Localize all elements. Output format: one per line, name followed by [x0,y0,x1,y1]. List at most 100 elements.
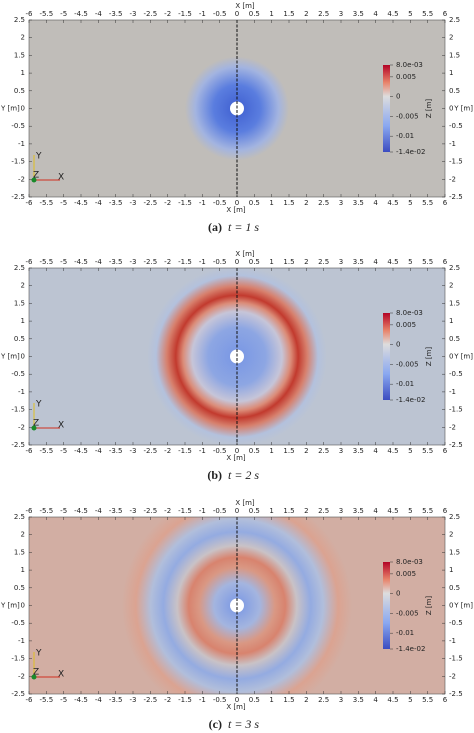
y-tick-label: 0.5 [449,87,460,95]
colorbar-tick-label: 0.005 [396,321,416,329]
y-tick-label: 0.5 [449,584,460,592]
x-tick-label: 5 [408,199,412,207]
colorbar [383,65,390,152]
x-tick-label: -4 [95,696,103,704]
y-tick-label: 1 [21,317,25,325]
x-tick-label: 4 [373,199,378,207]
y-tick-label: 2 [449,531,453,539]
y-tick-label: 0 [449,105,453,113]
x-axis-title: X [m] [226,703,246,711]
y-tick-label: -2.5 [11,441,25,449]
triad-label: X [58,173,64,183]
x-tick-label: 6 [443,10,448,18]
colorbar [383,562,390,649]
x-tick-label: -2.5 [143,507,157,515]
x-tick-label: -2.5 [143,447,157,455]
y-tick-label: 2 [449,282,453,290]
x-tick-label: 4 [373,507,378,515]
y-tick-label: -1 [449,637,456,645]
x-tick-label: -5 [60,447,67,455]
panel: -6 -6 -5.5 -5.5 -5 -5 -4.5 -4.5 -4 -4 -3.5 -3.5 -3 -3… [0,250,473,482]
y-tick-label: -1 [18,637,25,645]
x-axis-title: X [m] [235,499,255,507]
x-tick-label: 5.5 [422,507,433,515]
triad-origin [31,425,37,431]
x-tick-label: -3 [130,507,137,515]
colorbar-tick-label: -1.4e-02 [396,148,425,156]
x-tick-label: 3 [339,10,343,18]
colorbar-tick-label: 8.0e-03 [396,309,423,317]
x-tick-label: -5 [60,258,67,266]
triad-label: Y [35,152,42,162]
x-tick-label: 4 [373,258,378,266]
x-tick-label: -1 [199,10,206,18]
y-tick-label: -1 [18,388,25,396]
y-tick-label: 2 [21,34,25,42]
y-tick-label: 0.5 [14,335,25,343]
y-tick-label: 0.5 [14,87,25,95]
x-tick-label: 5 [408,507,412,515]
x-tick-label: -4 [95,10,103,18]
x-tick-label: 2.5 [318,258,329,266]
y-tick-label: 2.5 [14,16,25,24]
x-tick-label: 2 [304,447,308,455]
caption-label: (b) [207,468,222,482]
x-tick-label: -1 [199,447,206,455]
y-tick-label: 1 [449,69,453,77]
x-tick-label: -3 [130,10,137,18]
y-axis-title: Y [m] [453,105,473,113]
x-tick-label: 0 [235,696,239,704]
triad-label: Z [33,171,39,181]
x-tick-label: -3.5 [109,696,123,704]
y-tick-label: 2 [449,34,453,42]
y-tick-label: -2.5 [11,193,25,201]
y-tick-label: -1.5 [11,655,25,663]
x-tick-label: -4.5 [74,258,88,266]
x-tick-label: 5.5 [422,696,433,704]
x-tick-label: -3 [130,258,137,266]
x-tick-label: 2.5 [318,447,329,455]
x-tick-label: -1 [199,507,206,515]
x-tick-label: -1.5 [178,696,192,704]
x-tick-label: 2 [304,507,308,515]
x-tick-label: 6 [443,258,448,266]
y-axis-title: Y [m] [0,105,20,113]
x-tick-label: 3.5 [353,258,364,266]
y-tick-label: 0.5 [449,335,460,343]
x-tick-label: 3 [339,199,343,207]
x-tick-label: -1.5 [178,10,192,18]
x-tick-label: -4.5 [74,507,88,515]
triad-label: Y [35,649,42,659]
x-tick-label: -4 [95,199,103,207]
x-tick-label: 2 [304,199,308,207]
x-tick-label: 3 [339,447,343,455]
x-tick-label: 5 [408,258,412,266]
x-tick-label: -3 [130,447,137,455]
x-tick-label: 2 [304,696,308,704]
colorbar-tick-label: -1.4e-02 [396,645,425,653]
y-tick-label: -2.5 [449,193,463,201]
x-tick-label: -4.5 [74,447,88,455]
x-tick-label: -1.5 [178,258,192,266]
x-tick-label: 5 [408,447,412,455]
triad-origin [31,674,37,680]
x-tick-label: 0.5 [249,696,260,704]
x-tick-label: -5 [60,10,67,18]
y-tick-label: 1.5 [449,548,460,556]
caption: t = 2 s [228,468,259,482]
colorbar-tick-label: 0.005 [396,73,416,81]
triad-label: Z [33,668,39,678]
x-tick-label: 1.5 [283,10,294,18]
x-tick-label: 1 [269,258,273,266]
y-tick-label: 2.5 [14,264,25,272]
x-tick-label: 0.5 [249,258,260,266]
colorbar-tick-label: -0.01 [396,380,414,388]
x-tick-label: 0.5 [249,447,260,455]
y-tick-label: 2.5 [449,16,460,24]
x-tick-label: -4 [95,507,103,515]
colorbar-tick-label: 0 [396,93,400,101]
x-tick-label: -6 [26,199,34,207]
x-tick-label: -2.5 [143,258,157,266]
y-tick-label: 1 [21,69,25,77]
y-tick-label: -0.5 [11,619,25,627]
